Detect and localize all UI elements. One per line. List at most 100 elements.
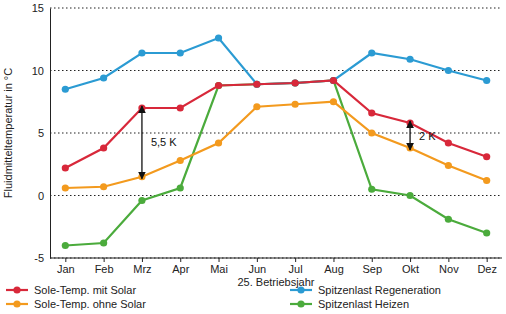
series-marker: [445, 216, 452, 223]
x-tick-mark: [104, 258, 105, 262]
grid-line: [50, 7, 502, 8]
series-marker: [253, 81, 260, 88]
x-tick: Aug: [324, 258, 344, 275]
grid-line: [50, 70, 502, 71]
series-marker: [62, 164, 69, 171]
legend-marker: [13, 300, 20, 307]
y-tick: 15: [32, 2, 50, 14]
y-tick: -5: [34, 252, 50, 264]
series-marker: [100, 144, 107, 151]
y-axis-title: Fluidmitteltemperatur in °C: [2, 68, 14, 198]
series-line: [65, 81, 486, 169]
x-tick-label: Apr: [172, 263, 189, 275]
x-tick: Jul: [289, 258, 303, 275]
series-marker: [368, 186, 375, 193]
y-tick-label: -5: [34, 252, 44, 264]
series-marker: [100, 239, 107, 246]
series-marker: [445, 67, 452, 74]
legend-label: Spitzenlast Regeneration: [318, 284, 441, 296]
series-marker: [62, 242, 69, 249]
grid-line: [50, 257, 502, 258]
x-axis: JanFebMrzAprMaiJunJulAugSepOktNovDez: [50, 258, 502, 275]
series-line: [65, 38, 486, 89]
series-marker: [330, 77, 337, 84]
x-tick-mark: [295, 258, 296, 262]
series-marker: [330, 98, 337, 105]
legend-label: Sole-Temp. mit Solar: [34, 284, 136, 296]
series-marker: [215, 82, 222, 89]
plot-area: [62, 34, 491, 249]
series-marker: [292, 101, 299, 108]
annotation-text: 2 K: [419, 130, 436, 142]
x-tick: Mai: [210, 258, 228, 275]
series-marker: [253, 81, 260, 88]
legend: Sole-Temp. mit Solar Sole-Temp. ohne Sola…: [6, 284, 441, 310]
x-tick-mark: [142, 258, 143, 262]
series-marker: [100, 74, 107, 81]
series-marker: [292, 79, 299, 86]
grid: [50, 8, 502, 258]
x-tick-label: Jun: [248, 263, 266, 275]
series-marker: [215, 34, 222, 41]
x-tick-label: Feb: [95, 263, 114, 275]
series-marker: [253, 81, 260, 88]
x-tick-mark: [487, 258, 488, 262]
series-line: [65, 81, 486, 246]
x-tick-mark: [333, 258, 334, 262]
series-marker: [483, 229, 490, 236]
x-tick: Feb: [95, 258, 114, 275]
x-tick: Apr: [172, 258, 189, 275]
series-marker: [368, 129, 375, 136]
x-tick-label: Mai: [210, 263, 228, 275]
series-marker: [406, 192, 413, 199]
x-tick-mark: [448, 258, 449, 262]
y-axis: -5 0 5 10 15: [32, 2, 51, 264]
chart: -5051015JanFebMrzAprMaiJunJulAugSepOktNo…: [0, 0, 506, 314]
series-marker: [62, 184, 69, 191]
series-marker: [483, 177, 490, 184]
series-marker: [292, 79, 299, 86]
series-marker: [138, 49, 145, 56]
series-line: [65, 102, 486, 188]
y-tick-label: 15: [32, 2, 44, 14]
y-tick-label: 5: [38, 127, 44, 139]
series-marker: [177, 184, 184, 191]
x-tick: Dez: [477, 258, 497, 275]
annotation-text: 5,5 K: [151, 136, 177, 148]
series-marker: [253, 103, 260, 110]
y-tick-label: 0: [38, 190, 44, 202]
legend-label: Sole-Temp. ohne Solar: [34, 298, 146, 310]
series: [62, 98, 491, 191]
x-tick: Jun: [248, 258, 266, 275]
y-tick-label: 10: [32, 65, 44, 77]
x-tick: Nov: [439, 258, 459, 275]
series-marker: [100, 183, 107, 190]
series-marker: [445, 162, 452, 169]
series-marker: [215, 82, 222, 89]
x-tick: Sep: [362, 258, 382, 275]
x-tick-mark: [219, 258, 220, 262]
series-marker: [368, 109, 375, 116]
series-marker: [330, 77, 337, 84]
legend-label: Spitzenlast Heizen: [318, 298, 409, 310]
x-tick-label: Jul: [289, 263, 303, 275]
series-marker: [483, 153, 490, 160]
series-marker: [406, 56, 413, 63]
x-tick-label: Jan: [57, 263, 75, 275]
legend-item: Sole-Temp. ohne Solar: [6, 298, 146, 310]
x-tick: Jan: [57, 258, 75, 275]
x-axis-title: 25. Betriebsjahr: [237, 276, 314, 288]
y-tick: 10: [32, 65, 50, 77]
x-tick-label: Okt: [402, 263, 419, 275]
x-tick-mark: [180, 258, 181, 262]
x-tick: Okt: [402, 258, 419, 275]
x-tick-mark: [372, 258, 373, 262]
legend-item: Spitzenlast Heizen: [290, 298, 409, 310]
series-marker: [177, 49, 184, 56]
grid-line: [50, 195, 502, 196]
y-axis-line: [50, 9, 51, 259]
series-marker: [445, 139, 452, 146]
x-tick-label: Aug: [324, 263, 344, 275]
series-marker: [138, 197, 145, 204]
legend-marker: [297, 300, 304, 307]
